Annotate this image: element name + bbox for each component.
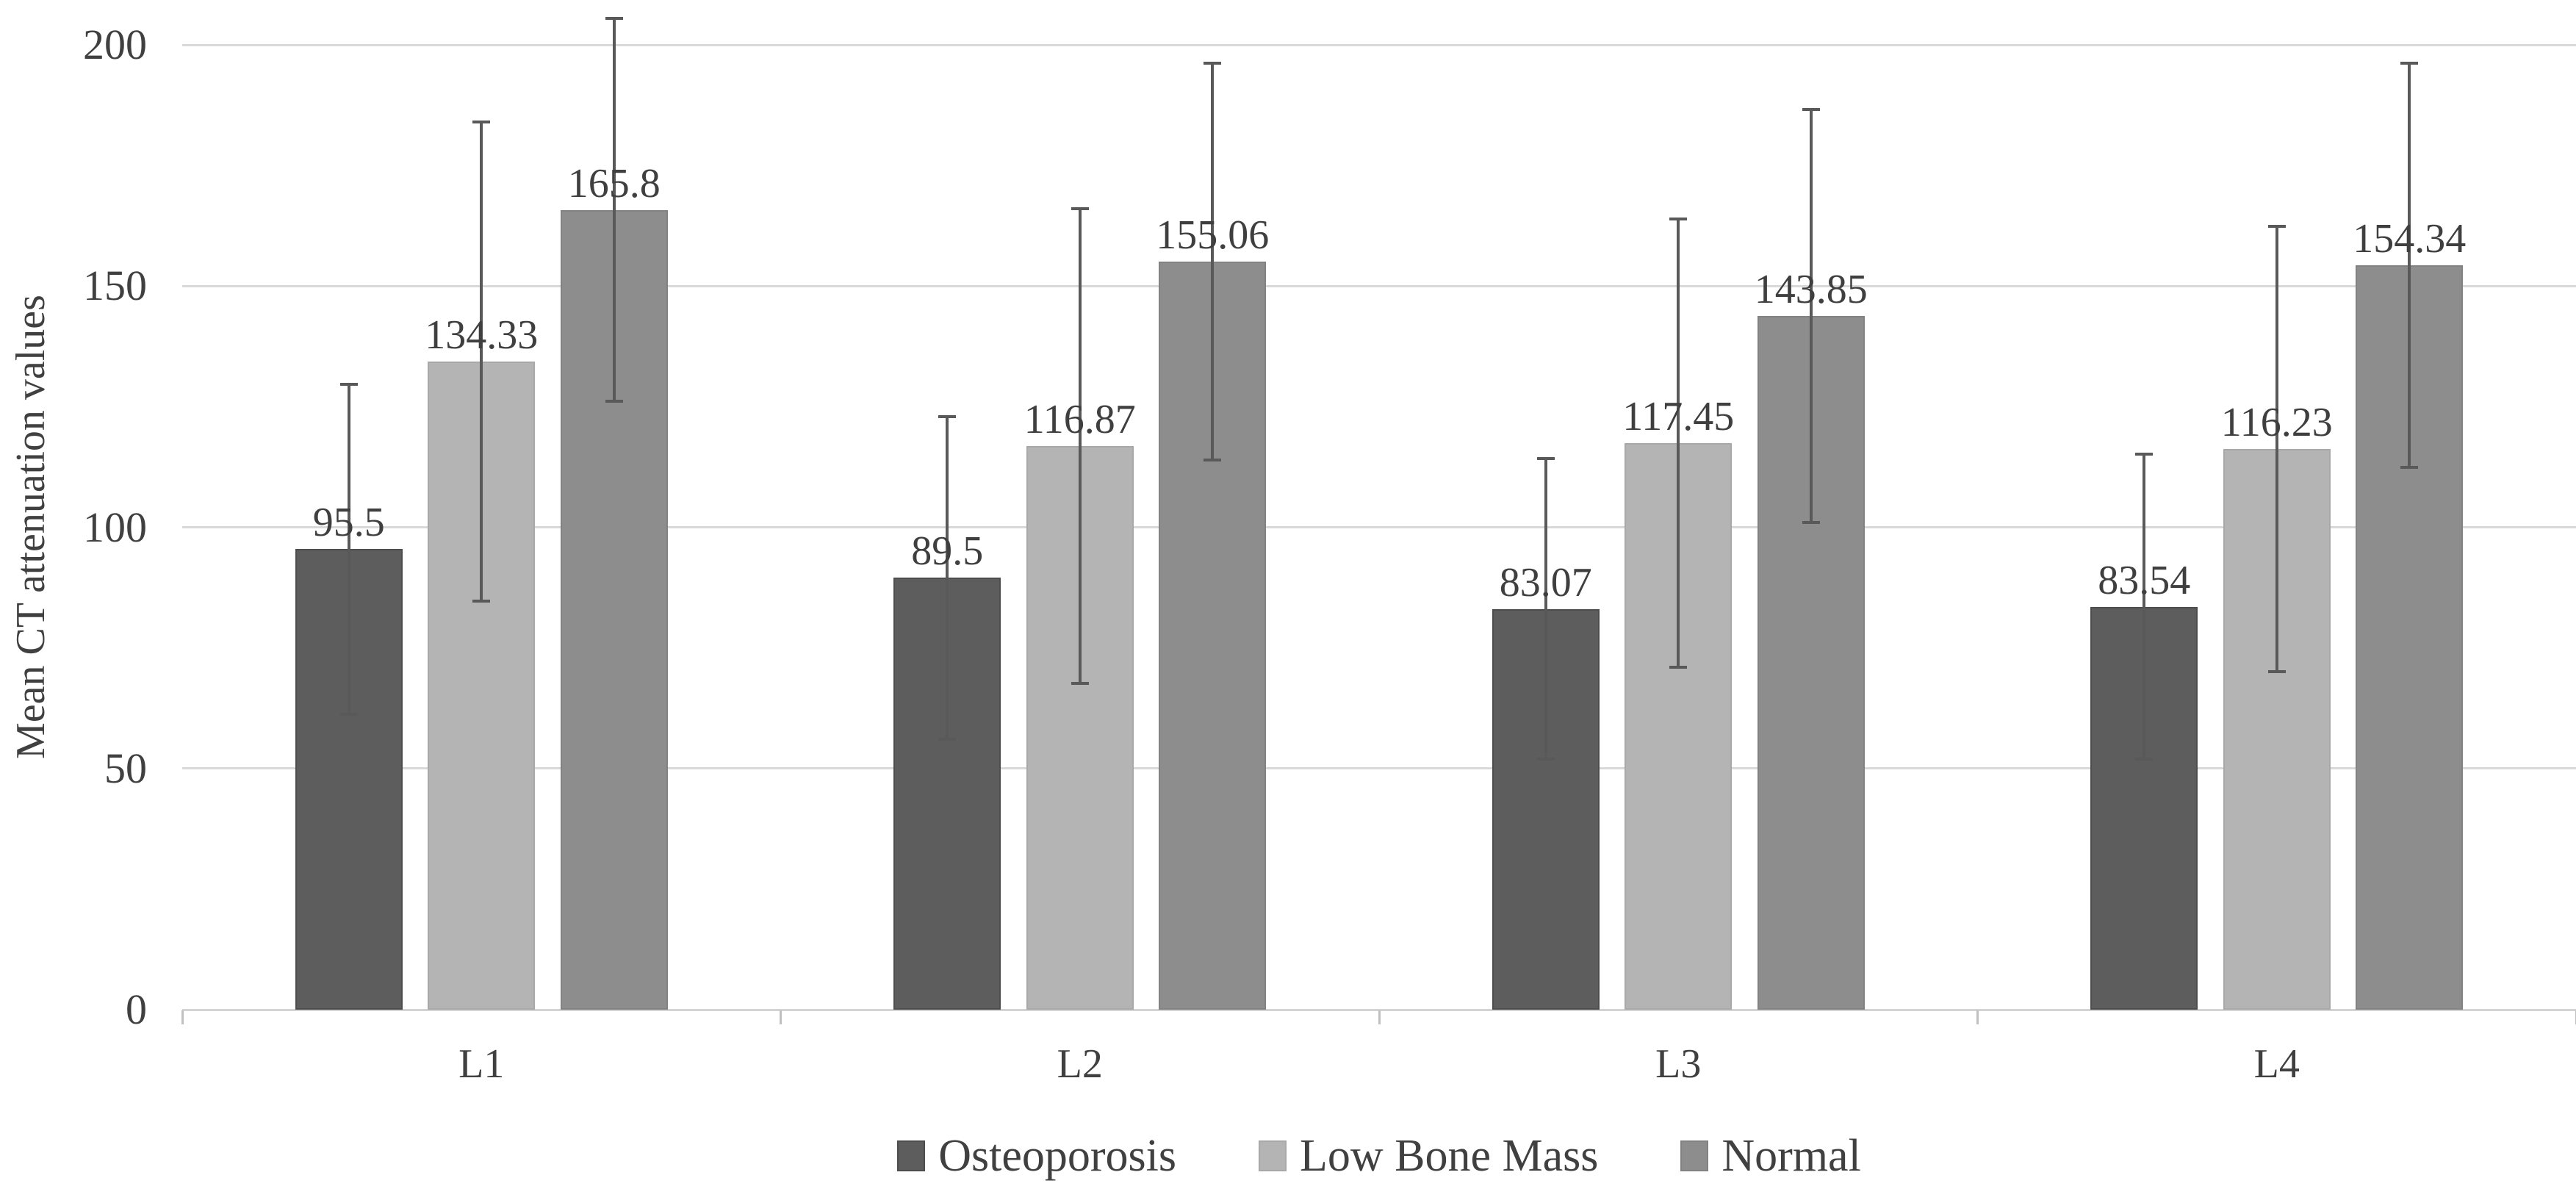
error-bar-cap	[1536, 758, 1555, 761]
gridline	[182, 526, 2576, 528]
value-label: 117.45	[1622, 393, 1735, 439]
error-bar-cap	[472, 599, 491, 603]
error-bar-cap	[938, 414, 957, 418]
value-label: 155.06	[1156, 212, 1270, 259]
category-tick	[2575, 1010, 2576, 1024]
error-bar-cap	[938, 738, 957, 741]
value-label: 134.33	[425, 312, 539, 359]
error-bar-line	[1677, 218, 1680, 668]
error-bar-cap	[2400, 465, 2419, 469]
category-tick	[181, 1010, 184, 1024]
error-bar-line	[612, 18, 616, 402]
legend: Osteoporosis Low Bone Mass Normal	[182, 1130, 2576, 1182]
error-bar-line	[1544, 458, 1547, 760]
legend-swatch	[1680, 1140, 1709, 1171]
error-bar-cap	[1669, 217, 1688, 220]
gridline	[182, 284, 2576, 287]
y-tick-label: 50	[104, 744, 147, 792]
value-label: 143.85	[1754, 266, 1868, 312]
gridline	[182, 767, 2576, 770]
error-bar-line	[2275, 226, 2278, 672]
legend-swatch	[897, 1140, 926, 1171]
legend-item-low-bone-mass: Low Bone Mass	[1258, 1131, 1599, 1181]
value-label: 154.34	[2353, 215, 2467, 262]
x-axis-line	[182, 1008, 2576, 1011]
y-tick-label: 150	[83, 262, 147, 310]
legend-swatch	[1258, 1140, 1287, 1171]
error-bar-line	[2408, 62, 2411, 467]
error-bar-cap	[1802, 520, 1820, 524]
value-label: 116.87	[1023, 396, 1136, 442]
gridline	[182, 43, 2576, 46]
error-bar-cap	[2400, 61, 2419, 65]
value-label: 83.54	[2098, 557, 2191, 603]
error-bar-cap	[2267, 225, 2286, 229]
error-bar-cap	[1536, 456, 1555, 460]
error-bar-cap	[2267, 669, 2286, 673]
error-bar-cap	[1071, 681, 1089, 685]
error-bar-cap	[1071, 206, 1089, 210]
error-bar-cap	[339, 382, 358, 386]
error-bar-line	[480, 122, 483, 601]
error-bar-cap	[2135, 758, 2154, 761]
x-tick-label: L2	[1057, 1041, 1103, 1087]
legend-item-osteoporosis: Osteoporosis	[897, 1132, 1176, 1180]
error-bar-cap	[1802, 107, 1820, 111]
value-label: 83.07	[1499, 559, 1592, 606]
error-bar-cap	[339, 712, 358, 716]
error-bar-line	[2143, 454, 2146, 759]
error-bar-cap	[605, 16, 623, 20]
value-label: 116.23	[2220, 399, 2333, 445]
error-bar-cap	[472, 121, 491, 124]
error-bar-line	[1809, 109, 1813, 522]
error-bar-cap	[1204, 458, 1222, 461]
x-tick-label: L1	[458, 1041, 505, 1087]
legend-label: Low Bone Mass	[1299, 1131, 1599, 1181]
x-tick-label: L3	[1655, 1041, 1702, 1087]
category-tick	[1378, 1010, 1381, 1024]
error-bar-line	[946, 416, 949, 740]
error-bar-cap	[2135, 453, 2154, 456]
y-tick-label: 100	[83, 503, 147, 551]
legend-label: Normal	[1721, 1131, 1861, 1181]
bar-low-bone-mass	[428, 362, 536, 1010]
error-bar-cap	[1204, 62, 1222, 65]
legend-label: Osteoporosis	[938, 1131, 1176, 1181]
value-label: 95.5	[312, 500, 385, 546]
legend-item-normal: Normal	[1680, 1131, 1861, 1181]
y-tick-label: 200	[83, 21, 147, 68]
value-label: 165.8	[567, 160, 661, 206]
value-label: 89.5	[911, 528, 984, 575]
error-bar-line	[347, 384, 350, 714]
error-bar-line	[1078, 208, 1082, 683]
error-bar-cap	[1669, 666, 1688, 669]
category-tick	[780, 1010, 782, 1024]
x-tick-label: L4	[2253, 1041, 2300, 1087]
error-bar-line	[1211, 63, 1215, 460]
y-tick-label: 0	[126, 985, 147, 1033]
category-tick	[1976, 1010, 1979, 1024]
bar-normal	[2356, 265, 2464, 1010]
error-bar-cap	[605, 400, 623, 403]
